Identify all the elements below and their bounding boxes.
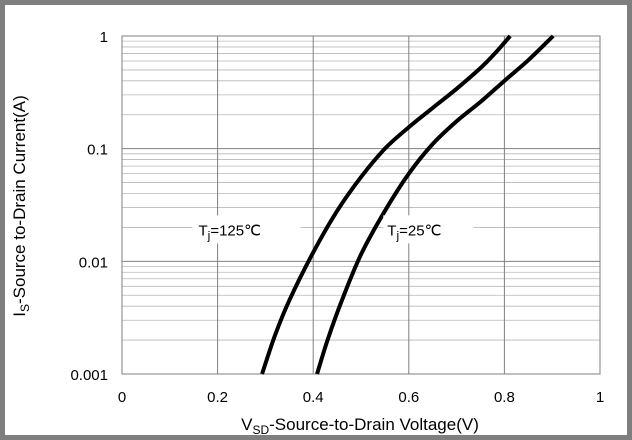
x-tick-label: 0.4 <box>303 389 324 406</box>
series-label-background <box>383 215 474 244</box>
plot-area-border <box>121 35 601 375</box>
y-tick-label: 0.01 <box>79 254 108 271</box>
x-tick-label: 0.8 <box>494 389 515 406</box>
x-tick-label: 0.2 <box>207 389 228 406</box>
grid <box>121 35 601 375</box>
series-line-tj-25c <box>315 34 555 375</box>
y-tick-label: 1 <box>100 29 108 46</box>
y-tick-label: 0.001 <box>70 367 108 384</box>
series-label-tj-25c: Tj=25℃ <box>387 222 441 242</box>
x-tick-label: 0.6 <box>398 389 419 406</box>
x-tick-label: 0 <box>118 389 126 406</box>
y-axis-title: IS-Source to-Drain Current(A) <box>10 95 32 317</box>
x-axis-title: VSD-Source-to-Drain Voltage(V) <box>241 415 479 437</box>
series-label-background <box>192 215 301 244</box>
y-tick-label: 0.1 <box>87 142 108 159</box>
series-curves <box>260 34 555 375</box>
series-line-tj-125c <box>260 34 512 375</box>
tick-labels: 0 0.2 0.4 0.6 0.8 1 1 0.1 0.01 0.001 <box>70 29 604 406</box>
x-tick-label: 1 <box>596 389 604 406</box>
series-labels: Tj=125℃ Tj=25℃ <box>192 215 474 244</box>
series-label-tj-125c: Tj=125℃ <box>198 222 260 242</box>
